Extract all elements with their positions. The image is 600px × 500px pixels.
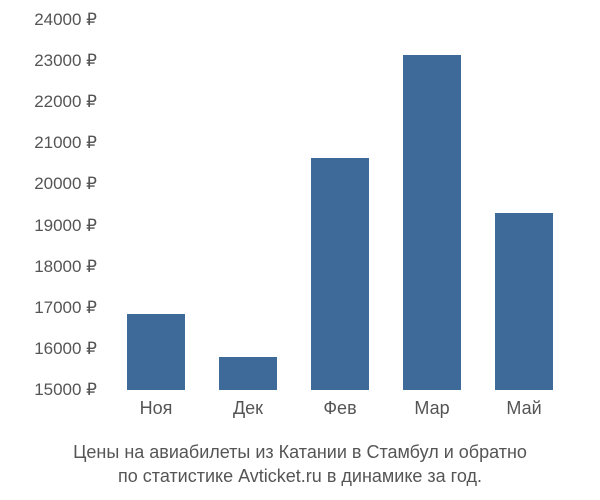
x-tick-label: Май [506,398,541,419]
x-tick-label: Ноя [140,398,173,419]
y-tick-label: 22000 ₽ [34,92,97,112]
y-tick-label: 17000 ₽ [34,298,97,318]
bar [311,158,368,390]
y-tick-label: 24000 ₽ [34,10,97,30]
bar [495,213,552,390]
y-tick-label: 19000 ₽ [34,216,97,236]
bar [219,357,276,390]
caption-line-2: по статистике Avticket.ru в динамике за … [0,464,600,488]
y-tick-label: 15000 ₽ [34,380,97,400]
bar [403,55,460,390]
bar [127,314,184,390]
chart-caption: Цены на авиабилеты из Катании в Стамбул … [0,440,600,489]
caption-line-1: Цены на авиабилеты из Катании в Стамбул … [0,440,600,464]
x-axis: Ноя Дек Фев Мар Май [110,398,570,428]
plot-area [110,20,570,390]
y-axis: 15000 ₽16000 ₽17000 ₽18000 ₽19000 ₽20000… [0,20,105,390]
y-tick-label: 16000 ₽ [34,339,97,359]
y-tick-label: 18000 ₽ [34,257,97,277]
y-tick-label: 20000 ₽ [34,174,97,194]
x-tick-label: Дек [233,398,263,419]
price-chart: 15000 ₽ 16000 ₽ 17000 ₽ 18000 ₽ 19000 ₽ 20000… [0,0,600,500]
y-tick-label: 23000 ₽ [34,51,97,71]
bars-layer [110,20,570,390]
y-tick-label: 21000 ₽ [34,133,97,153]
x-tick-label: Фев [323,398,356,419]
x-tick-label: Мар [414,398,449,419]
